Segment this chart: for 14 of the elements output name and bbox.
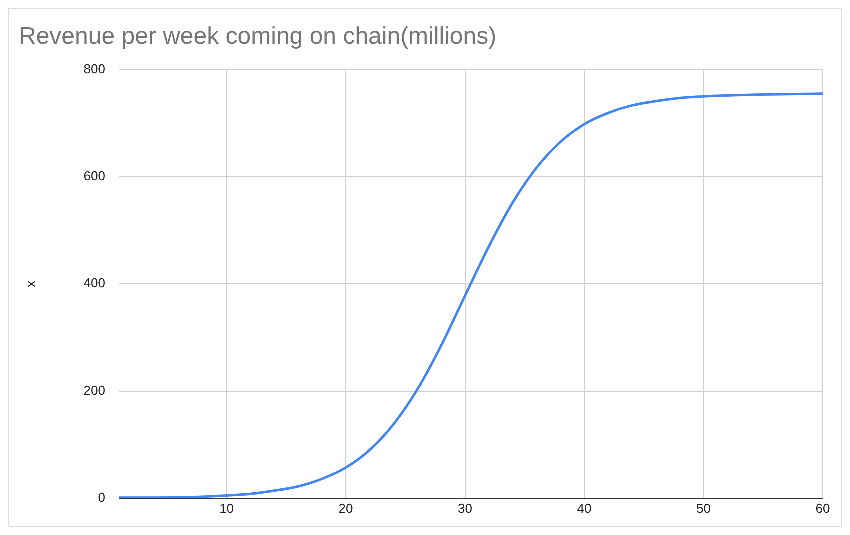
- x-tick-label: 50: [696, 500, 711, 516]
- x-tick-label: 10: [220, 500, 234, 516]
- x-tick-label: 30: [458, 500, 473, 516]
- chart-title: Revenue per week coming on chain(millions): [19, 23, 497, 50]
- y-tick-label: 600: [84, 168, 106, 184]
- y-tick-label: 800: [84, 61, 106, 76]
- x-tick-label: 40: [577, 500, 592, 516]
- y-tick-label: 0: [98, 490, 106, 505]
- x-tick-label: 20: [338, 500, 354, 516]
- line-series: [119, 92, 823, 498]
- x-tick-label: 60: [816, 500, 830, 516]
- y-tick-label: 400: [84, 276, 106, 291]
- y-axis-title: x: [22, 280, 38, 288]
- y-tick-label: 200: [84, 382, 106, 398]
